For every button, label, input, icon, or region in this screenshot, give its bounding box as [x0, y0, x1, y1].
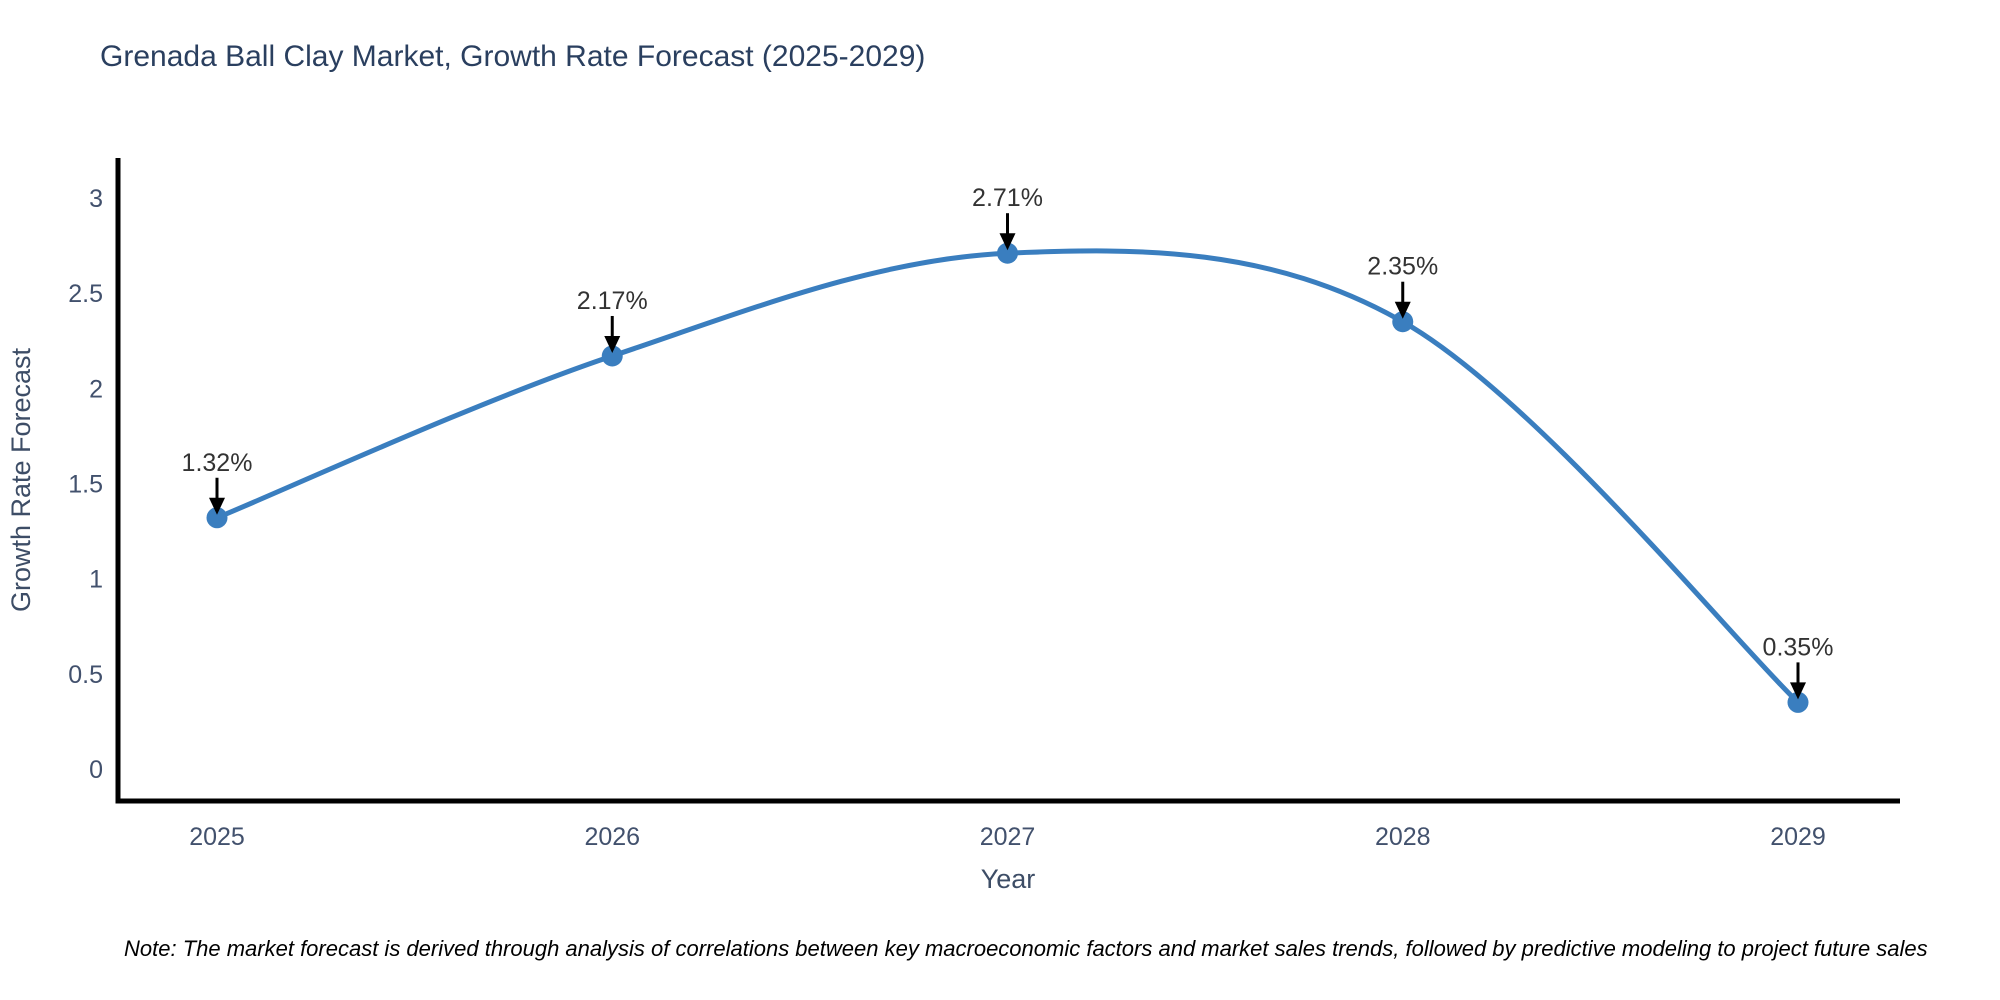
annotation-arrowhead [209, 497, 225, 515]
data-point [997, 242, 1018, 264]
data-point [1787, 691, 1809, 713]
data-point [601, 345, 623, 367]
y-tick-label: 1.5 [68, 471, 103, 499]
x-tick-label: 2025 [189, 823, 245, 851]
point-annotation: 1.32% [182, 449, 253, 477]
y-tick-label: 2 [89, 375, 103, 403]
point-annotation: 2.17% [577, 287, 648, 315]
x-tick-label: 2029 [1770, 823, 1826, 851]
point-annotation: 2.71% [972, 184, 1043, 212]
annotation-arrowhead [604, 335, 621, 353]
y-tick-label: 1 [89, 566, 103, 594]
x-tick-label: 2028 [1375, 823, 1431, 851]
trend-line [214, 248, 1801, 705]
x-axis-title: Year [981, 864, 1036, 894]
data-point [1392, 311, 1414, 333]
annotation-arrowhead [1394, 301, 1411, 319]
annotation-arrowhead [999, 233, 1016, 251]
point-annotation: 0.35% [1763, 633, 1834, 661]
footnote: Note: The market forecast is derived thr… [124, 936, 1928, 961]
y-tick-label: 0 [89, 756, 103, 784]
plot-area: 0 0.5 1 1.5 2 2.5 3 2025 2026 2027 2028 2029 1.32% 2.… [68, 184, 1833, 851]
data-point [206, 507, 228, 529]
y-tick-label: 3 [89, 185, 103, 213]
y-tick-label: 2.5 [68, 280, 103, 308]
x-tick-label: 2027 [980, 823, 1036, 851]
y-tick-label: 0.5 [68, 661, 103, 689]
point-annotation: 2.35% [1367, 253, 1438, 281]
chart-title: Grenada Ball Clay Market, Growth Rate Fo… [100, 40, 925, 73]
x-tick-label: 2026 [584, 823, 640, 851]
annotation-arrowhead [1790, 682, 1806, 700]
y-axis-title: Growth Rate Forecast [6, 347, 36, 612]
